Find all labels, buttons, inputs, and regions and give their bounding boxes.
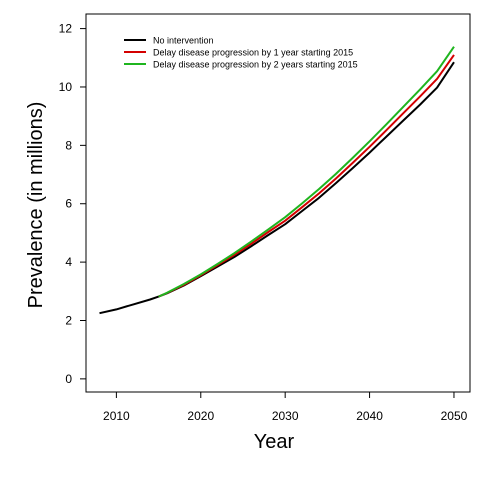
series-line-1 <box>99 61 455 315</box>
y-axis-label: Prevalence (in millions) <box>25 102 47 309</box>
series-lines <box>99 46 455 315</box>
x-tick-label: 2010 <box>103 409 130 423</box>
y-tick-label: 10 <box>59 80 73 94</box>
series-line-3 <box>158 46 455 298</box>
y-tick-label: 12 <box>59 22 73 36</box>
y-tick-label: 2 <box>65 313 72 327</box>
y-tick-label: 8 <box>65 138 72 152</box>
x-axis-label: Year <box>254 431 295 453</box>
y-tick-label: 6 <box>65 197 72 211</box>
y-axis: 0 2 4 6 8 10 12 <box>59 22 86 386</box>
x-tick-label: 2050 <box>441 409 468 423</box>
x-tick-label: 2030 <box>272 409 299 423</box>
y-tick-label: 0 <box>65 372 72 386</box>
plot-frame <box>85 13 471 393</box>
x-tick-label: 2040 <box>356 409 383 423</box>
legend-label: Delay disease progression by 2 years sta… <box>153 60 358 70</box>
x-tick-label: 2020 <box>187 409 214 423</box>
legend-label: No intervention <box>153 36 214 46</box>
x-axis: 2010 2020 2030 2040 2050 <box>103 392 468 423</box>
y-tick-label: 4 <box>65 255 72 269</box>
legend: No intervention Delay disease progression… <box>124 36 358 70</box>
legend-label: Delay disease progression by 1 year star… <box>153 48 353 58</box>
